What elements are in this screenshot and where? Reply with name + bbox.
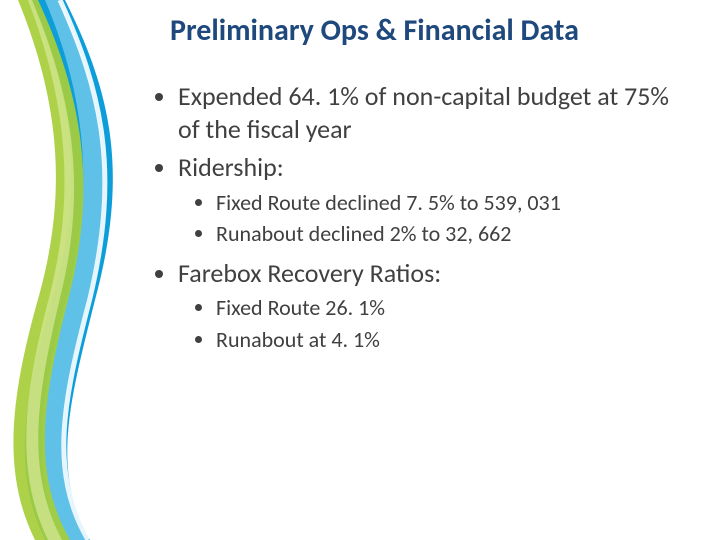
bullet-text: Ridership: bbox=[178, 151, 284, 183]
bullet-list: Expended 64. 1% of non-capital budget at… bbox=[150, 80, 680, 355]
sub-bullet: Runabout at 4. 1% bbox=[216, 325, 680, 355]
sub-bullet-text: Fixed Route declined 7. 5% to 539, 031 bbox=[216, 189, 561, 216]
slide-title-text: Preliminary Ops & Financial Data bbox=[170, 12, 579, 49]
farebox-sublist: Fixed Route 26. 1% Runabout at 4. 1% bbox=[178, 293, 680, 354]
bullet-ridership: Ridership: Fixed Route declined 7. 5% to… bbox=[178, 151, 680, 249]
ridership-sublist: Fixed Route declined 7. 5% to 539, 031 R… bbox=[178, 188, 680, 249]
sub-bullet: Fixed Route 26. 1% bbox=[216, 293, 680, 323]
slide-title: Preliminary Ops & Financial Data bbox=[170, 14, 700, 49]
bullet-expended: Expended 64. 1% of non-capital budget at… bbox=[178, 80, 680, 145]
sub-bullet-text: Runabout declined 2% to 32, 662 bbox=[216, 220, 511, 247]
bullet-text: Expended 64. 1% of non-capital budget at… bbox=[178, 80, 669, 145]
sub-bullet: Fixed Route declined 7. 5% to 539, 031 bbox=[216, 188, 680, 218]
slide-body: Expended 64. 1% of non-capital budget at… bbox=[150, 80, 680, 363]
slide: Preliminary Ops & Financial Data Expende… bbox=[0, 0, 720, 540]
bullet-farebox: Farebox Recovery Ratios: Fixed Route 26.… bbox=[178, 257, 680, 355]
sub-bullet-text: Fixed Route 26. 1% bbox=[216, 294, 385, 321]
sub-bullet-text: Runabout at 4. 1% bbox=[216, 326, 380, 353]
bullet-text: Farebox Recovery Ratios: bbox=[178, 257, 441, 289]
sub-bullet: Runabout declined 2% to 32, 662 bbox=[216, 219, 680, 249]
